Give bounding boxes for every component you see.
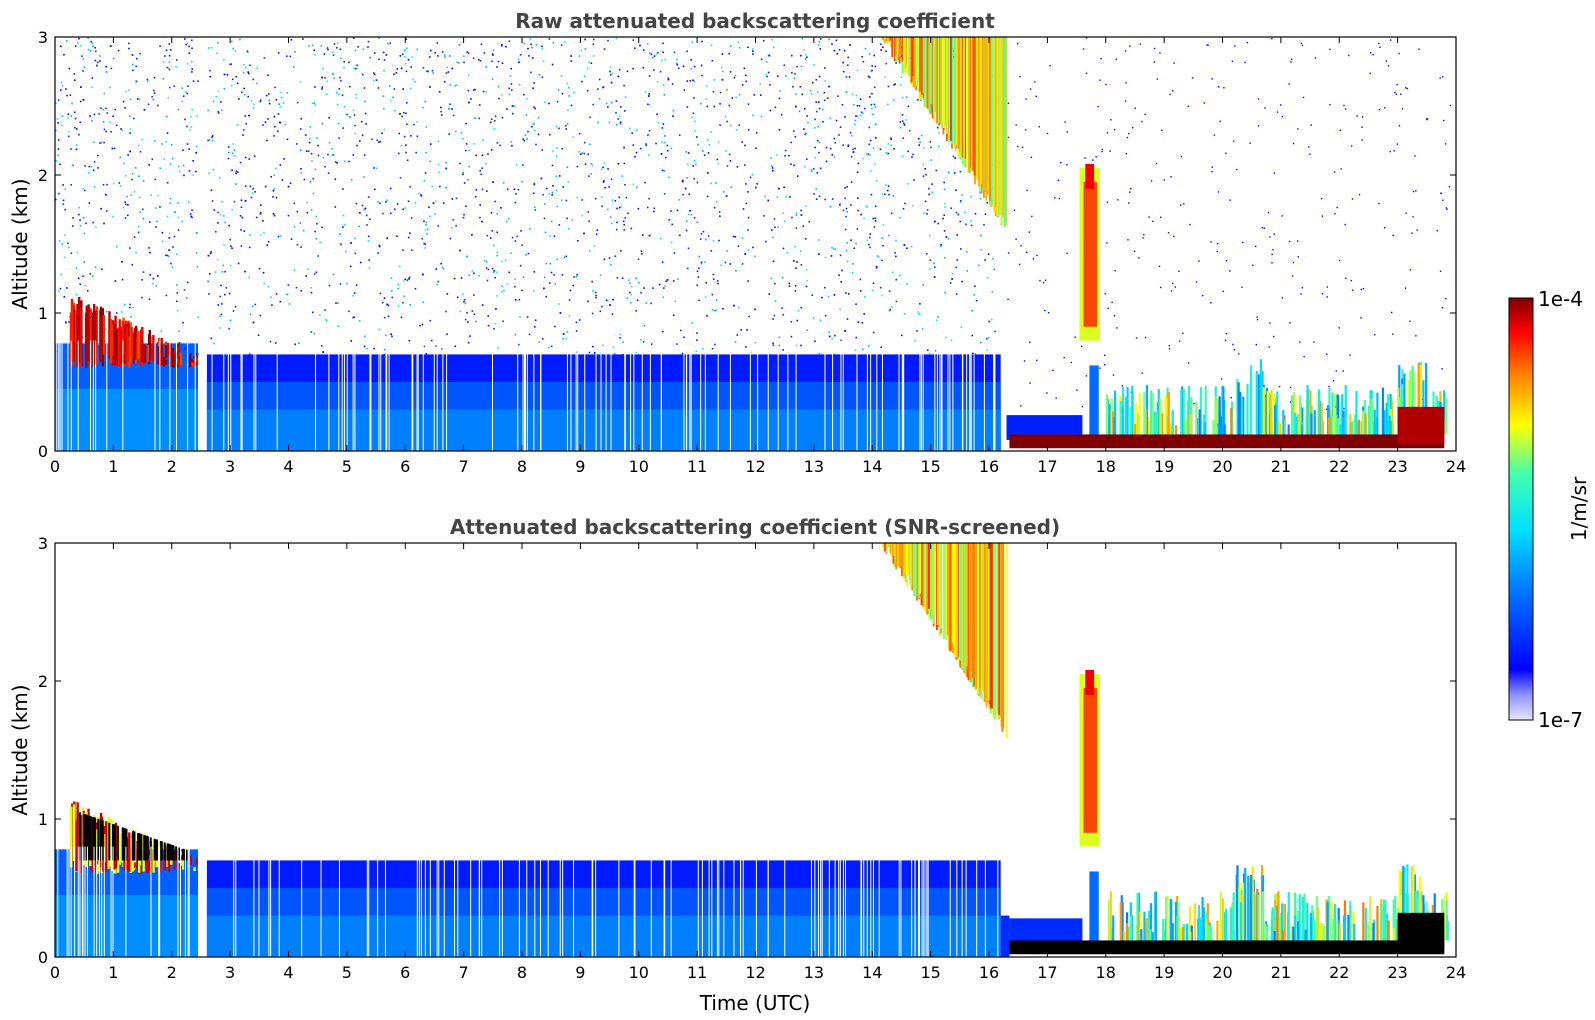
x-tick-label: 9 [575,963,585,982]
x-tick-label: 16 [979,457,999,476]
x-tick-label: 22 [1329,457,1349,476]
x-tick-label: 15 [920,457,940,476]
y-tick-label: 3 [38,28,48,47]
x-tick-label: 9 [575,457,585,476]
x-tick-label: 24 [1446,457,1466,476]
backscatter-heatmap [55,543,1449,957]
x-tick-label: 23 [1387,963,1407,982]
x-tick-label: 21 [1271,457,1291,476]
x-tick-label: 22 [1329,963,1349,982]
y-tick-label: 1 [38,304,48,323]
x-tick-label: 6 [400,963,410,982]
panel-title: Raw attenuated backscattering coefficien… [515,9,995,33]
x-tick-label: 2 [167,963,177,982]
x-tick-label: 11 [687,963,707,982]
y-tick-label: 2 [38,672,48,691]
x-tick-label: 24 [1446,963,1466,982]
x-tick-label: 4 [283,457,293,476]
x-tick-label: 14 [862,963,882,982]
y-axis: 0 1 2 3 [38,534,1456,967]
x-tick-label: 5 [342,963,352,982]
y-tick-label: 3 [38,534,48,553]
x-tick-label: 12 [745,457,765,476]
colorbar-min-label: 1e-7 [1538,708,1583,732]
x-tick-label: 15 [920,963,940,982]
panel-title: Attenuated backscattering coefficient (S… [450,515,1060,539]
y-axis: 0 1 2 3 [38,28,1456,461]
x-tick-label: 4 [283,963,293,982]
x-tick-label: 12 [745,963,765,982]
x-tick-label: 14 [862,457,882,476]
x-tick-label: 10 [629,963,649,982]
colorbar-max-label: 1e-4 [1538,287,1583,311]
x-tick-label: 0 [50,457,60,476]
panel-raw: Raw attenuated backscattering coefficien… [8,9,1466,476]
x-tick-label: 16 [979,963,999,982]
y-axis-label: Altitude (km) [8,684,32,815]
x-tick-label: 20 [1212,963,1232,982]
x-axis: 0 1 2 3 4 5 6 7 8 9 10 11 12 13 14 15 16 17 18 19 20 21 22 23 24 [50,543,1466,982]
y-axis-label: Altitude (km) [8,178,32,309]
x-tick-label: 13 [804,457,824,476]
x-tick-label: 7 [459,963,469,982]
x-tick-label: 18 [1096,457,1116,476]
x-tick-label: 17 [1037,457,1057,476]
x-tick-label: 0 [50,963,60,982]
x-tick-label: 17 [1037,963,1057,982]
x-tick-label: 19 [1154,457,1174,476]
x-tick-label: 3 [225,963,235,982]
x-axis-label: Time (UTC) [699,991,811,1015]
x-tick-label: 23 [1387,457,1407,476]
x-tick-label: 10 [629,457,649,476]
colorbar-unit-label: 1/m/sr [1567,476,1591,541]
x-tick-label: 19 [1154,963,1174,982]
x-tick-label: 20 [1212,457,1232,476]
x-tick-label: 11 [687,457,707,476]
x-tick-label: 7 [459,457,469,476]
backscatter-heatmap [55,37,1452,451]
y-tick-label: 0 [38,442,48,461]
x-tick-label: 3 [225,457,235,476]
x-axis: 0 1 2 3 4 5 6 7 8 9 10 11 12 13 14 15 16 17 18 19 20 21 22 23 24 [50,37,1466,476]
x-tick-label: 5 [342,457,352,476]
x-tick-label: 2 [167,457,177,476]
x-tick-label: 8 [517,457,527,476]
x-tick-label: 18 [1096,963,1116,982]
y-tick-label: 1 [38,810,48,829]
panel-screened: Attenuated backscattering coefficient (S… [8,515,1466,1015]
x-tick-label: 1 [108,457,118,476]
x-tick-label: 1 [108,963,118,982]
x-tick-label: 21 [1271,963,1291,982]
x-tick-label: 6 [400,457,410,476]
y-tick-label: 2 [38,166,48,185]
colorbar-gradient [1508,297,1534,721]
colorbar: 1e-4 1e-7 1/m/sr [1508,287,1591,732]
x-tick-label: 8 [517,963,527,982]
y-tick-label: 0 [38,948,48,967]
x-tick-label: 13 [804,963,824,982]
